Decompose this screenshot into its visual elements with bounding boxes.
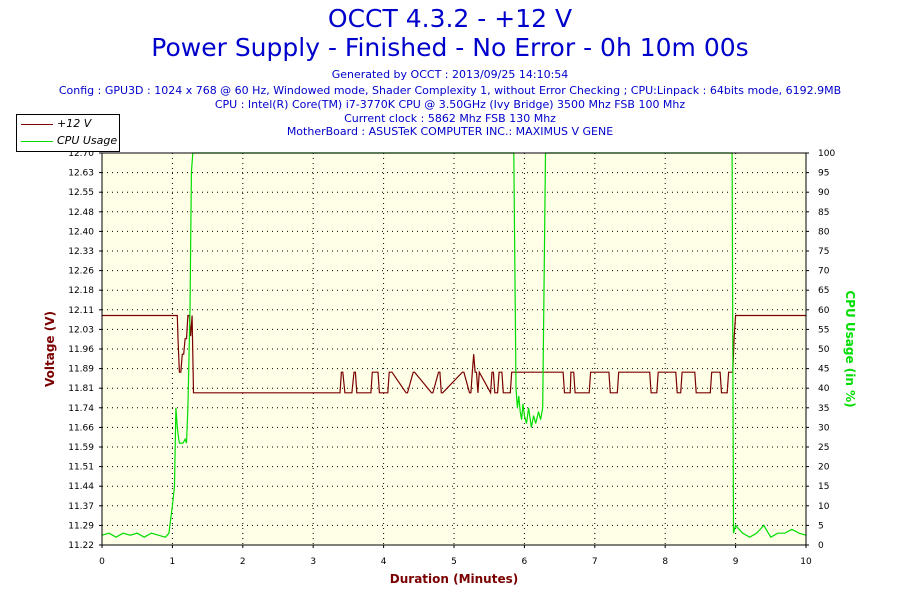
legend-item-cpu: CPU Usage: [17, 133, 119, 150]
legend-label-voltage: +12 V: [57, 117, 92, 130]
legend-item-voltage: +12 V: [17, 116, 119, 133]
y2-tick-label: 80: [818, 227, 830, 237]
generated-info: Generated by OCCT : 2013/09/25 14:10:54: [331, 68, 569, 81]
y2-tick-label: 25: [818, 443, 829, 453]
cpu-info: CPU : Intel(R) Core(TM) i7-3770K CPU @ 3…: [214, 98, 686, 111]
y2-tick-label: 30: [818, 423, 830, 433]
config-info: Config : GPU3D : 1024 x 768 @ 60 Hz, Win…: [58, 84, 842, 97]
y-tick-label: 11.44: [68, 482, 94, 492]
x-tick-label: 10: [800, 557, 812, 567]
chart-title: OCCT 4.3.2 - +12 V: [327, 4, 573, 33]
y-tick-label: 12.48: [68, 208, 94, 218]
y2-tick-label: 75: [818, 247, 829, 257]
series-line-cpu: [101, 152, 807, 539]
x-tick-label: 7: [592, 557, 598, 567]
y-tick-label: 11.37: [68, 502, 94, 512]
y2-tick-label: 40: [818, 384, 830, 394]
y-tick-label: 12.11: [68, 306, 94, 316]
y-tick-label: 12.63: [68, 169, 94, 179]
y-tick-label: 11.74: [68, 404, 94, 414]
y-tick-label: 12.03: [68, 325, 94, 335]
x-tick-label: 6: [522, 557, 528, 567]
clock-info: Current clock : 5862 Mhz FSB 130 Mhz: [344, 112, 556, 125]
y-tick-label: 11.22: [68, 541, 94, 551]
y-tick-label: 12.70: [68, 149, 94, 159]
y2-tick-label: 45: [818, 365, 829, 375]
series-line-voltage: [102, 314, 806, 395]
y2-tick-label: 65: [818, 286, 829, 296]
legend-swatch-cpu: [21, 141, 53, 142]
y2-tick-label: 10: [818, 502, 830, 512]
y-tick-label: 11.29: [68, 521, 94, 531]
x-tick-label: 2: [240, 557, 246, 567]
x-tick-label: 4: [381, 557, 387, 567]
legend-swatch-voltage: [21, 124, 53, 125]
x-tick-label: 0: [99, 557, 105, 567]
y2-tick-label: 85: [818, 208, 829, 218]
y-tick-label: 11.89: [68, 365, 94, 375]
y-axis-title: Voltage (V): [43, 311, 57, 387]
y2-tick-label: 15: [818, 482, 829, 492]
x-axis-title: Duration (Minutes): [390, 572, 518, 586]
y-tick-label: 11.66: [68, 423, 94, 433]
y-tick-label: 12.33: [68, 247, 94, 257]
y2-tick-label: 20: [818, 463, 830, 473]
y2-tick-label: 60: [818, 306, 830, 316]
y2-tick-label: 50: [818, 345, 830, 355]
x-tick-label: 5: [451, 557, 457, 567]
y2-tick-label: 95: [818, 169, 829, 179]
y2-tick-label: 70: [818, 267, 830, 277]
legend-label-cpu: CPU Usage: [57, 134, 118, 147]
x-tick-label: 8: [662, 557, 668, 567]
y-tick-label: 11.51: [68, 463, 94, 473]
x-tick-label: 1: [170, 557, 176, 567]
y-tick-label: 12.55: [68, 188, 94, 198]
y2-tick-label: 35: [818, 404, 829, 414]
y2-tick-label: 100: [818, 149, 835, 159]
y-tick-label: 11.96: [68, 345, 94, 355]
y-tick-label: 11.59: [68, 443, 94, 453]
x-tick-label: 9: [733, 557, 739, 567]
y2-tick-label: 55: [818, 325, 829, 335]
legend: +12 V CPU Usage: [16, 114, 120, 152]
x-tick-label: 3: [310, 557, 316, 567]
y-tick-label: 11.81: [68, 384, 94, 394]
plot-border: [101, 152, 807, 546]
y2-tick-label: 90: [818, 188, 830, 198]
chart-subtitle: Power Supply - Finished - No Error - 0h …: [151, 33, 749, 62]
y2-axis-title: CPU Usage (in %): [843, 290, 857, 407]
y2-tick-label: 0: [818, 541, 824, 551]
y-tick-label: 12.18: [68, 286, 94, 296]
y-tick-label: 12.26: [68, 267, 94, 277]
y-tick-label: 12.40: [68, 227, 94, 237]
motherboard-info: MotherBoard : ASUSTeK COMPUTER INC.: MAX…: [286, 125, 614, 138]
y2-tick-label: 5: [818, 521, 824, 531]
